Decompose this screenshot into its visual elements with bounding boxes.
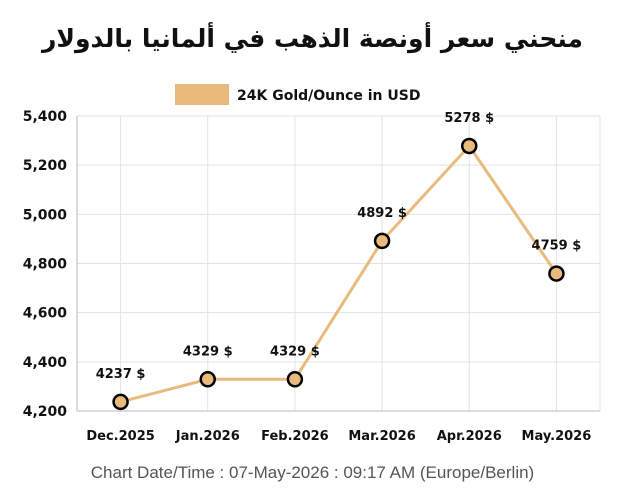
data-label: 4759 $: [532, 239, 582, 254]
grid: [77, 115, 600, 412]
y-tick-label: 4,200: [23, 404, 68, 420]
data-label: 4329 $: [183, 344, 233, 359]
data-point: [199, 371, 216, 388]
x-tick-label: Jan.2026: [175, 429, 240, 444]
data-label: 4237 $: [96, 367, 146, 382]
x-tick-label: Mar.2026: [348, 429, 415, 444]
y-tick-label: 4,400: [23, 355, 68, 371]
data-point: [373, 232, 391, 250]
x-tick-label: Feb.2026: [261, 429, 329, 444]
data-point: [461, 137, 478, 155]
y-tick-label: 5,000: [23, 207, 68, 223]
axes: 4,200 4,400 4,600 4,800 5,000 5,200 5,400 Dec.2…: [23, 109, 601, 444]
data-point: [112, 393, 129, 411]
data-point: [286, 371, 304, 388]
series-layer: [112, 137, 565, 411]
data-label: 4892 $: [357, 206, 407, 221]
series-line: [120, 144, 558, 404]
data-labels: 4237 $ 4329 $ 4329 $ 4892 $ 5278 $ 4759 $: [96, 111, 582, 382]
legend-label: 24K Gold/Ounce in USD: [237, 88, 420, 104]
y-tick-label: 4,800: [23, 257, 68, 273]
x-tick-label: Dec.2025: [86, 429, 154, 444]
x-tick-label: Apr.2026: [437, 429, 502, 444]
data-label: 5278 $: [444, 111, 494, 126]
data-point: [548, 265, 565, 282]
y-tick-label: 5,200: [23, 158, 68, 174]
legend: 24K Gold/Ounce in USD: [175, 84, 420, 105]
chart-footer: Chart Date/Time : 07-May-2026 : 09:17 AM…: [90, 463, 535, 482]
y-tick-label: 5,400: [23, 109, 68, 125]
chart-title: منحني سعر أونصة الذهب في ألمانيا بالدولا…: [41, 24, 584, 53]
legend-swatch: [175, 84, 229, 105]
y-tick-label: 4,600: [23, 306, 68, 322]
data-label: 4329 $: [270, 344, 320, 359]
x-tick-label: May.2026: [522, 429, 592, 444]
